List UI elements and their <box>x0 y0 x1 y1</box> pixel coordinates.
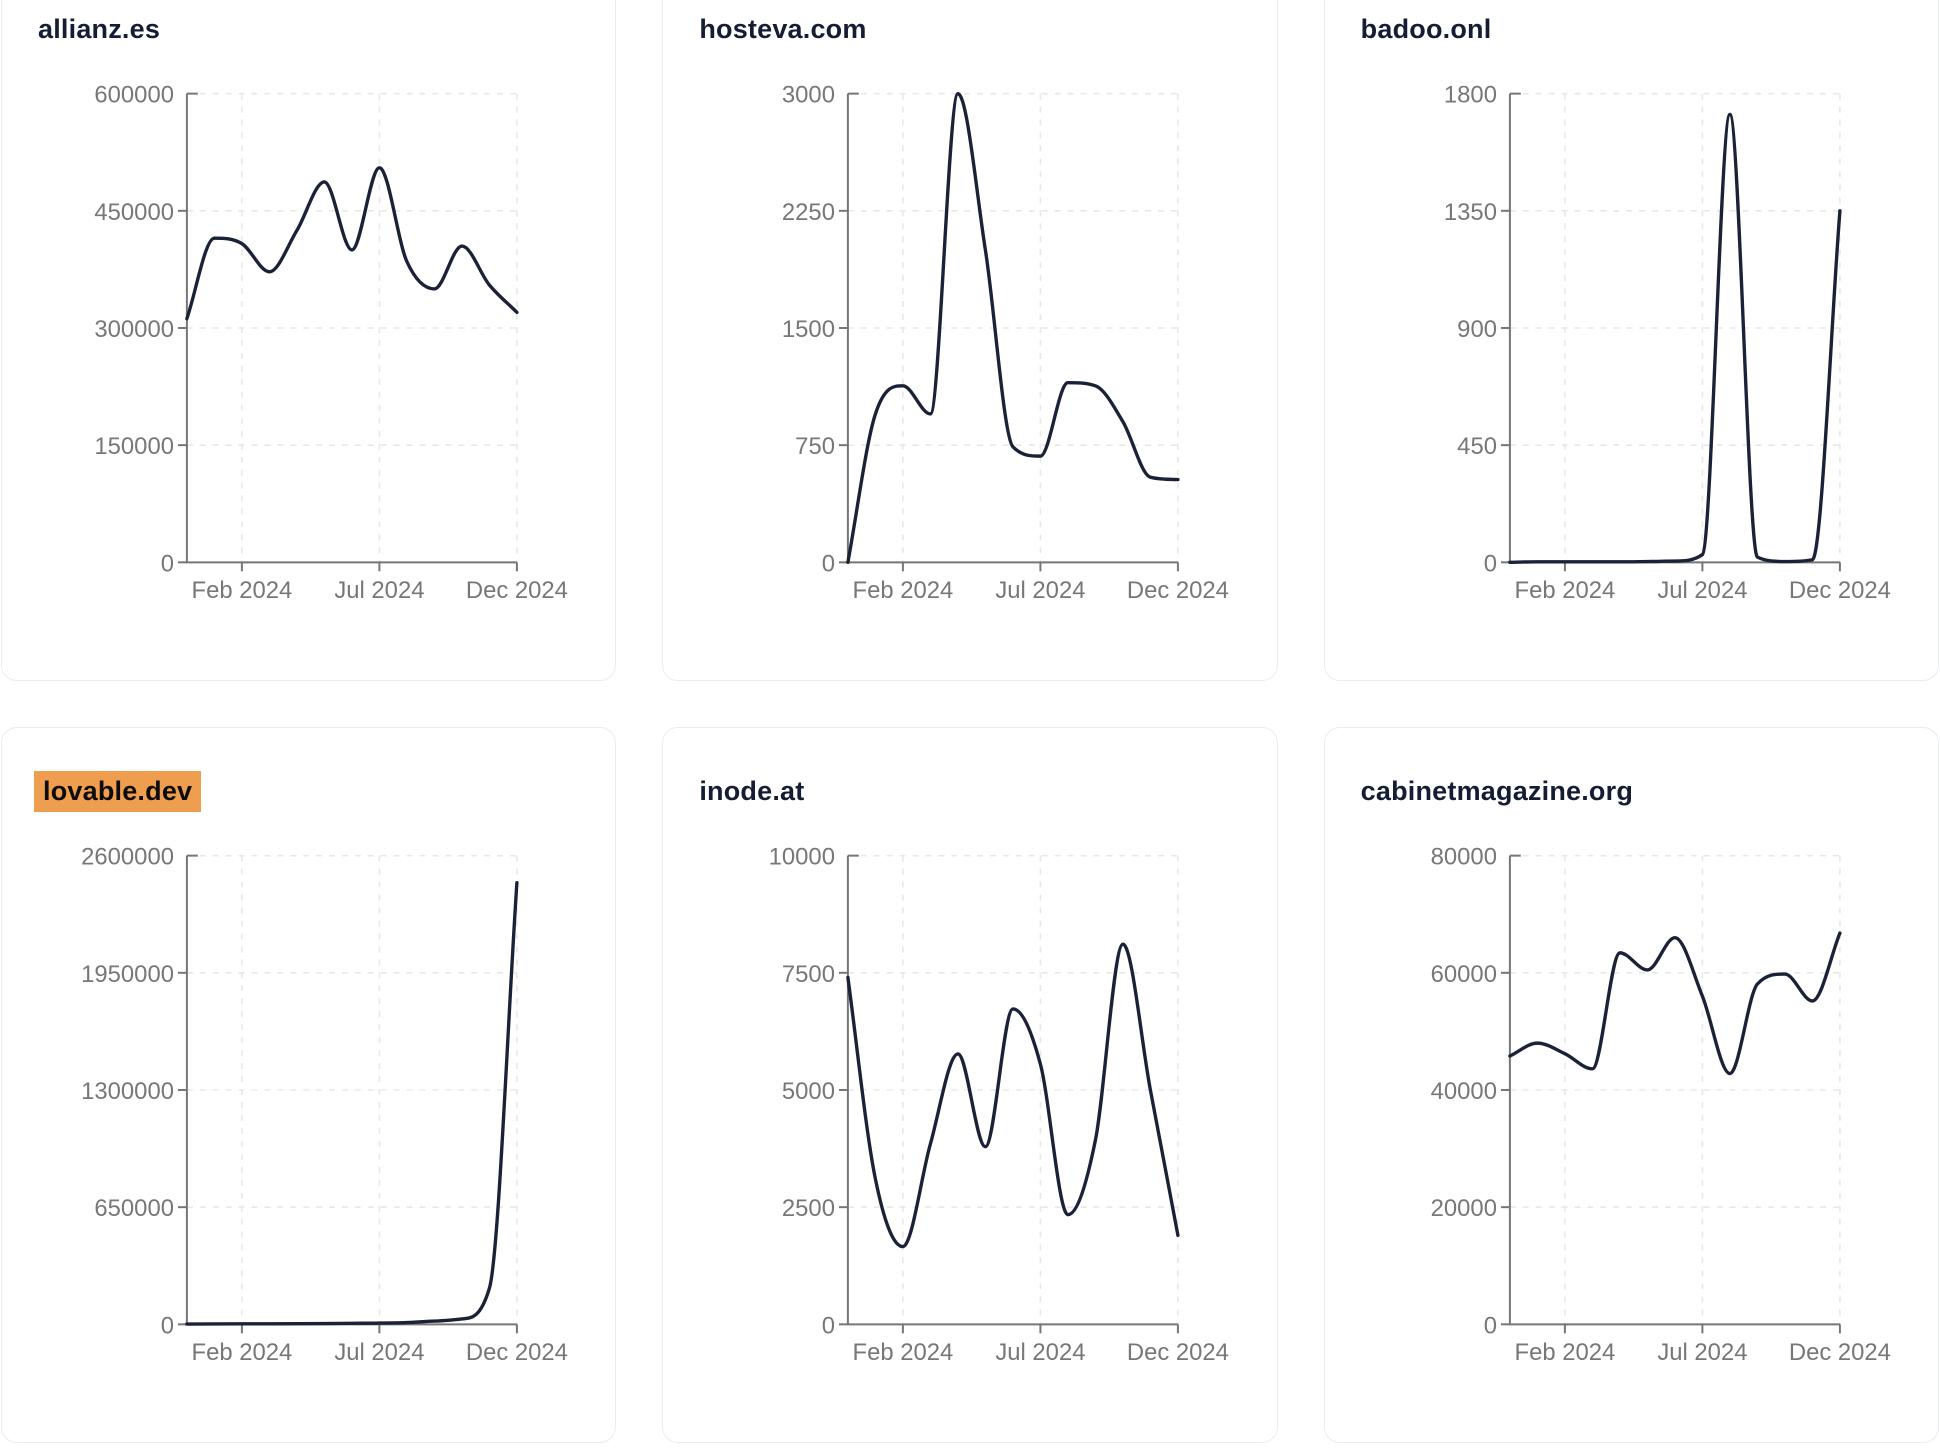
y-tick-label: 2600000 <box>81 844 174 871</box>
y-tick-label: 40000 <box>1430 1078 1496 1105</box>
x-tick-label: Feb 2024 <box>192 577 293 604</box>
domain-name: inode.at <box>699 776 805 806</box>
x-tick-label: Jul 2024 <box>996 1339 1086 1366</box>
chart-card-hosteva: hosteva.com 0 750 1500 2250 3000 Feb 2024 Jul … <box>662 0 1278 681</box>
chart-card-allianz: allianz.es 0 150000 300000 450000 600000 Feb … <box>1 0 617 681</box>
chart-title: lovable.dev <box>34 771 202 813</box>
chart-card-lovable: lovable.dev 0 650000 1300000 1950000 2600000… <box>1 727 617 1443</box>
y-tick-label: 750 <box>796 433 836 460</box>
series-line <box>1507 931 1842 1076</box>
y-tick-label: 0 <box>822 550 835 577</box>
y-tick-label: 450000 <box>94 199 174 226</box>
y-tick-label: 0 <box>161 1312 174 1339</box>
y-tick-label: 60000 <box>1430 961 1496 988</box>
domain-name: cabinetmagazine.org <box>1360 776 1634 806</box>
chart-title: badoo.onl <box>1361 14 1492 45</box>
series-line <box>846 942 1180 1249</box>
y-tick-label: 1500 <box>782 316 835 343</box>
y-tick-label: 0 <box>1483 550 1496 577</box>
x-tick-label: Jul 2024 <box>334 577 424 604</box>
x-tick-label: Feb 2024 <box>853 1339 954 1366</box>
line-chart: 0 450 900 1350 1800 Feb 2024 Jul 2024 Dec 2024 <box>1444 82 1891 605</box>
y-tick-label: 5000 <box>782 1078 835 1105</box>
axes <box>1508 93 1840 564</box>
y-tick-label: 450 <box>1457 433 1497 460</box>
axes <box>847 855 1179 1326</box>
line-chart: 0 20000 40000 60000 80000 Feb 2024 Jul 2024 Dec… <box>1430 844 1891 1367</box>
y-tick-label: 10000 <box>769 844 835 871</box>
y-tick-label: 900 <box>1457 316 1497 343</box>
chart-title: inode.at <box>699 776 804 807</box>
chart-title: cabinetmagazine.org <box>1361 776 1633 807</box>
x-tick-label: Feb 2024 <box>853 577 954 604</box>
y-tick-label: 650000 <box>94 1195 174 1222</box>
y-tick-label: 600000 <box>94 82 174 109</box>
axes <box>185 855 517 1326</box>
x-tick-label: Dec 2024 <box>1789 1339 1891 1366</box>
line-chart: 0 2500 5000 7500 10000 Feb 2024 Jul 2024 Dec 20… <box>769 844 1229 1367</box>
domain-name: allianz.es <box>38 14 161 44</box>
y-tick-label: 0 <box>822 1312 835 1339</box>
y-tick-label: 1800 <box>1444 82 1497 109</box>
chart-card-cabinetmagazine: cabinetmagazine.org 0 20000 40000 60000 8000… <box>1323 727 1939 1443</box>
line-chart: 0 650000 1300000 1950000 2600000 Feb 2024 Jul … <box>81 844 568 1367</box>
series-line <box>1507 112 1842 565</box>
y-tick-label: 0 <box>1483 1312 1496 1339</box>
y-tick-label: 20000 <box>1430 1195 1496 1222</box>
x-tick-label: Dec 2024 <box>1127 577 1229 604</box>
domain-name: hosteva.com <box>699 14 867 44</box>
axes <box>847 93 1179 564</box>
x-tick-label: Dec 2024 <box>466 1339 568 1366</box>
x-tick-label: Dec 2024 <box>1789 577 1891 604</box>
x-tick-label: Jul 2024 <box>1657 1339 1747 1366</box>
y-tick-label: 1950000 <box>81 961 174 988</box>
y-tick-label: 80000 <box>1430 844 1496 871</box>
y-tick-label: 150000 <box>94 433 174 460</box>
x-tick-label: Dec 2024 <box>466 577 568 604</box>
line-chart: 0 150000 300000 450000 600000 Feb 2024 Jul 202… <box>94 82 568 605</box>
chart-title: allianz.es <box>38 14 160 45</box>
y-tick-label: 2500 <box>782 1195 835 1222</box>
axes <box>1508 855 1840 1326</box>
x-tick-label: Jul 2024 <box>334 1339 424 1366</box>
y-tick-label: 1300000 <box>81 1078 174 1105</box>
axes <box>185 93 517 564</box>
domain-name-highlighted: lovable.dev <box>34 771 202 813</box>
x-tick-label: Feb 2024 <box>192 1339 293 1366</box>
series-line <box>185 880 519 1326</box>
y-tick-label: 1350 <box>1444 199 1497 226</box>
y-tick-label: 7500 <box>782 961 835 988</box>
chart-card-inode: inode.at 0 2500 5000 7500 10000 Feb 2024 Jul 2… <box>662 727 1278 1443</box>
x-tick-label: Dec 2024 <box>1127 1339 1229 1366</box>
x-tick-label: Jul 2024 <box>996 577 1086 604</box>
x-tick-label: Jul 2024 <box>1657 577 1747 604</box>
x-tick-label: Feb 2024 <box>1514 1339 1615 1366</box>
series-line <box>846 91 1180 565</box>
chart-card-badoo: badoo.onl 0 450 900 1350 1800 Feb 2024 Jul 202… <box>1323 0 1939 681</box>
line-chart: 0 750 1500 2250 3000 Feb 2024 Jul 2024 Dec 2024 <box>782 82 1229 605</box>
y-tick-label: 2250 <box>782 199 835 226</box>
y-tick-label: 3000 <box>782 82 835 109</box>
chart-title: hosteva.com <box>699 14 866 45</box>
y-tick-label: 300000 <box>94 316 174 343</box>
x-tick-label: Feb 2024 <box>1514 577 1615 604</box>
y-tick-label: 0 <box>161 550 174 577</box>
domain-name: badoo.onl <box>1360 14 1492 44</box>
series-line <box>185 166 519 321</box>
